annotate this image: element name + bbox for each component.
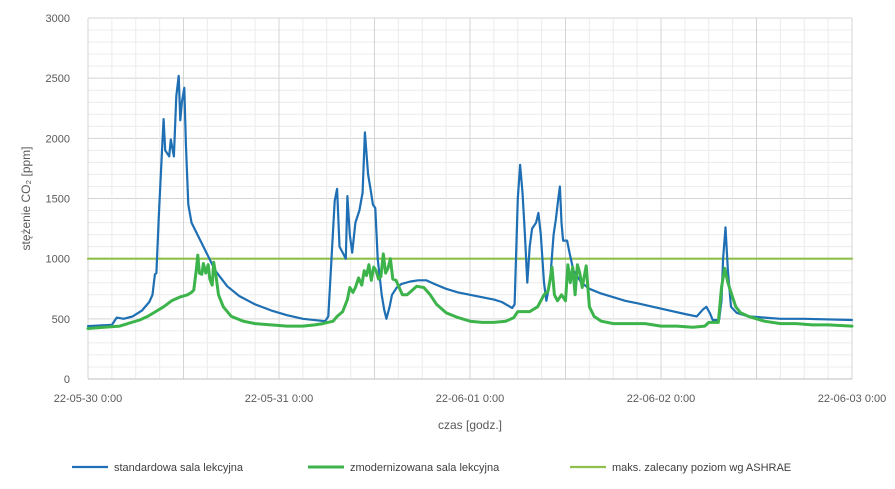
y-tick-label: 2500 — [46, 73, 70, 85]
legend-label: zmodernizowana sala lekcyjna — [350, 462, 500, 474]
series-lines — [86, 74, 854, 330]
x-tick-label: 22-06-03 0:00 — [818, 393, 887, 405]
series-line-1 — [86, 74, 854, 328]
y-tick-label: 3000 — [46, 13, 70, 25]
y-tick-label: 1000 — [46, 254, 70, 266]
x-tick-label: 22-06-01 0:00 — [436, 393, 505, 405]
y-tick-label: 1500 — [46, 194, 70, 206]
x-axis-label: czas [godz.] — [438, 418, 502, 432]
legend-label: standardowa sala lekcyjna — [114, 462, 244, 474]
y-tick-label: 0 — [64, 374, 70, 386]
x-tick-label: 22-06-02 0:00 — [627, 393, 696, 405]
x-tick-labels: 22-05-30 0:00 22-05-31 0:00 22-06-01 0:00 2… — [54, 393, 887, 405]
y-axis-label: stężenie CO₂ [ppm] — [19, 146, 33, 250]
y-tick-label: 2000 — [46, 133, 70, 145]
y-tick-labels: 0 500 1000 1500 2000 2500 3000 — [46, 13, 70, 386]
x-tick-label: 22-05-30 0:00 — [54, 393, 123, 405]
x-tick-label: 22-05-31 0:00 — [245, 393, 314, 405]
y-tick-label: 500 — [52, 314, 70, 326]
legend-label: maks. zalecany poziom wg ASHRAE — [612, 462, 791, 474]
series-line-2 — [86, 252, 854, 330]
legend: standardowa sala lekcyjna zmodernizowana … — [72, 462, 791, 474]
